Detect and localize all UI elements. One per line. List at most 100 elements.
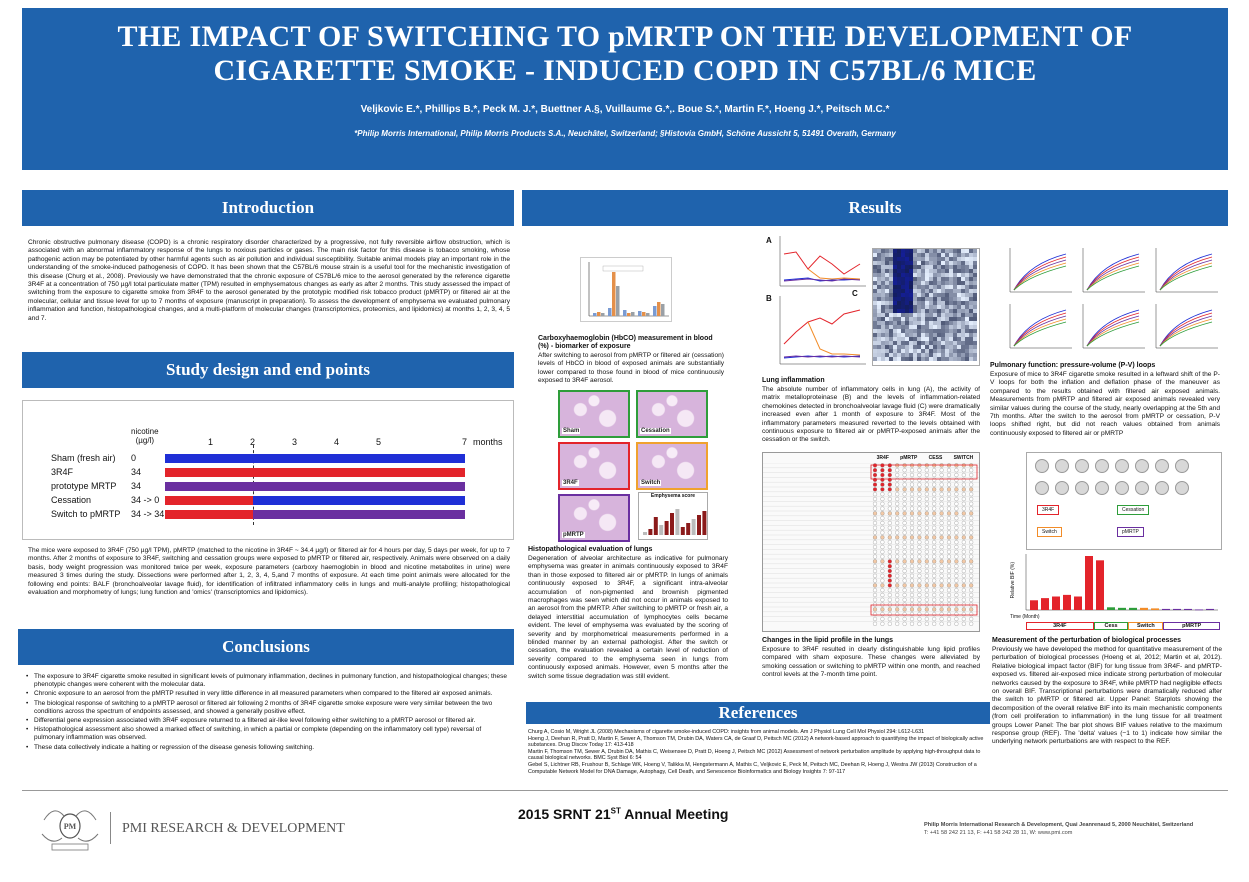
lipid-cell xyxy=(954,554,959,559)
heatmap-cell xyxy=(929,289,933,293)
emphysema-bar xyxy=(680,527,685,535)
lipid-cell xyxy=(895,511,900,516)
heatmap-cell xyxy=(961,321,965,325)
heatmap-cell xyxy=(937,317,941,321)
heatmap-cell xyxy=(965,309,969,313)
lipid-cell xyxy=(946,540,952,545)
heatmap-cell xyxy=(945,337,949,341)
heatmap-cell xyxy=(925,269,929,273)
lipid-cell xyxy=(946,602,952,607)
histology-image-label: Sham xyxy=(562,428,581,434)
heatmap-cell xyxy=(953,297,957,301)
heatmap-cell xyxy=(897,293,901,297)
bif-bar-chart: Relative BIF (%) Time (Month) 3R4F Cess … xyxy=(1010,552,1222,632)
heatmap-cell xyxy=(933,253,937,257)
heatmap-cell xyxy=(881,297,885,301)
lipid-cell xyxy=(946,578,952,583)
heatmap-cell xyxy=(873,341,877,345)
lipid-cell xyxy=(939,578,944,583)
heatmap-cell xyxy=(921,281,925,285)
panel-b-label: B xyxy=(766,294,772,303)
lipid-cell xyxy=(902,468,907,473)
emphysema-bar xyxy=(686,523,691,535)
heatmap-cell xyxy=(873,305,877,309)
heatmap-cell xyxy=(877,321,881,325)
hbco-bars xyxy=(588,262,669,317)
heatmap-cell xyxy=(925,289,929,293)
heatmap-cell xyxy=(925,261,929,265)
lipid-cell xyxy=(924,568,929,574)
lipid-cell xyxy=(909,472,915,478)
lipid-cell xyxy=(917,501,922,506)
lipid-cell xyxy=(872,482,878,487)
heatmap-cell xyxy=(929,317,933,321)
lipid-cell xyxy=(932,583,937,588)
lipid-cell xyxy=(909,535,915,540)
lipid-cell xyxy=(961,621,966,626)
timeline-row-nicotine: 34 -> 0 xyxy=(131,495,160,505)
heatmap-cell xyxy=(945,313,949,317)
heatmap-cell xyxy=(913,349,917,353)
heatmap-cell xyxy=(873,273,877,277)
heatmap-cell xyxy=(889,289,893,293)
lipid-cell xyxy=(902,612,907,617)
emphysema-bar xyxy=(691,519,696,535)
heatmap-cell xyxy=(941,325,945,329)
heatmap-cell xyxy=(901,273,905,277)
heatmap-cell xyxy=(973,345,977,349)
lipid-cell xyxy=(954,544,959,550)
lipid-cell xyxy=(969,496,974,502)
conclusion-item: Histopathological assessment also showed… xyxy=(24,726,510,742)
heatmap-cell xyxy=(901,269,905,273)
poster-title-line-1: THE IMPACT OF SWITCHING TO pMRTP ON THE … xyxy=(117,20,1133,53)
lipid-cell xyxy=(902,583,907,588)
heatmap-cell xyxy=(973,321,977,325)
heatmap-cell xyxy=(973,357,977,361)
lipid-cell xyxy=(924,525,929,530)
lipid-cell xyxy=(939,525,944,530)
heatmap-cell xyxy=(949,293,953,297)
lipid-cell xyxy=(954,592,959,598)
lipid-cell xyxy=(939,496,944,502)
heatmap-cell xyxy=(893,305,897,309)
lipid-cell xyxy=(909,525,915,530)
lipid-cell xyxy=(902,501,907,506)
heatmap-cell xyxy=(941,277,945,281)
heatmap-cell xyxy=(877,333,881,337)
heatmap-cell xyxy=(901,297,905,301)
heatmap-cell xyxy=(937,249,941,253)
heatmap-cell xyxy=(917,249,921,253)
starplot xyxy=(1075,459,1089,473)
heatmap-cell xyxy=(973,309,977,313)
emphysema-bar xyxy=(664,521,669,535)
heatmap-cell xyxy=(957,249,961,253)
bif-text: Previously we have developed the method … xyxy=(992,646,1222,746)
heatmap-cell xyxy=(957,265,961,269)
lipid-cell xyxy=(872,540,878,545)
heatmap-cell xyxy=(905,317,909,321)
lipid-cell xyxy=(887,578,892,583)
heatmap-cell xyxy=(905,353,909,357)
heatmap-cell xyxy=(969,357,973,361)
heatmap-cell xyxy=(881,309,885,313)
lipid-cell xyxy=(939,621,944,626)
lipid-cell xyxy=(939,592,944,598)
heatmap-cell xyxy=(973,281,977,285)
lipid-cell xyxy=(895,530,900,535)
lipid-cell xyxy=(887,535,892,540)
heatmap-cell xyxy=(941,309,945,313)
heatmap-cell xyxy=(945,269,949,273)
heatmap-cell xyxy=(881,269,885,273)
study-design-text: The mice were exposed to 3R4F (750 µg/l … xyxy=(28,547,510,597)
heatmap-cell xyxy=(917,277,921,281)
heatmap-cell xyxy=(897,301,901,305)
heatmap-cell xyxy=(881,285,885,289)
lipid-cell xyxy=(917,487,922,492)
heatmap-cell xyxy=(913,269,917,273)
lipid-cell xyxy=(917,578,922,583)
heatmap-cell xyxy=(969,289,973,293)
lipid-cell xyxy=(969,616,974,622)
heatmap-cell xyxy=(953,253,957,257)
lipid-cell xyxy=(887,506,892,511)
bif-group-3r4f: 3R4F xyxy=(1026,622,1094,630)
